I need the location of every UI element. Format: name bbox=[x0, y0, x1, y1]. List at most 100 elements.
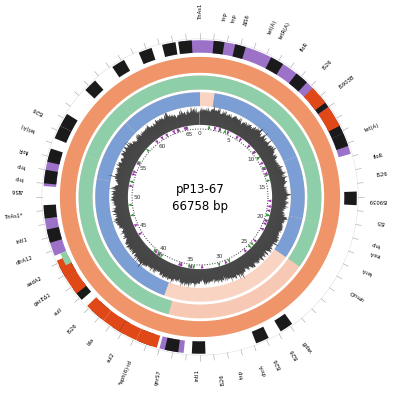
Polygon shape bbox=[138, 232, 143, 236]
Text: 66758 bp: 66758 bp bbox=[172, 200, 228, 213]
Polygon shape bbox=[141, 134, 151, 144]
Polygon shape bbox=[218, 114, 221, 127]
Polygon shape bbox=[115, 208, 129, 210]
Polygon shape bbox=[272, 205, 289, 207]
Polygon shape bbox=[227, 259, 230, 263]
Polygon shape bbox=[145, 130, 154, 141]
Polygon shape bbox=[152, 123, 161, 136]
Polygon shape bbox=[256, 242, 268, 251]
Polygon shape bbox=[122, 227, 134, 232]
Polygon shape bbox=[252, 151, 256, 154]
Polygon shape bbox=[126, 234, 138, 243]
Polygon shape bbox=[217, 113, 221, 127]
Polygon shape bbox=[173, 266, 178, 282]
Polygon shape bbox=[261, 235, 278, 246]
Polygon shape bbox=[128, 237, 140, 244]
Polygon shape bbox=[201, 107, 202, 125]
Polygon shape bbox=[263, 156, 276, 163]
Polygon shape bbox=[270, 216, 285, 221]
Polygon shape bbox=[57, 256, 76, 278]
Polygon shape bbox=[153, 126, 160, 137]
Polygon shape bbox=[204, 269, 205, 286]
Polygon shape bbox=[155, 120, 164, 135]
Polygon shape bbox=[125, 150, 139, 159]
Text: IS5: IS5 bbox=[376, 219, 384, 225]
Polygon shape bbox=[164, 117, 171, 131]
Polygon shape bbox=[116, 175, 130, 179]
Polygon shape bbox=[265, 229, 280, 236]
Polygon shape bbox=[209, 110, 211, 125]
Polygon shape bbox=[123, 230, 136, 237]
Polygon shape bbox=[270, 215, 288, 220]
Polygon shape bbox=[134, 245, 146, 256]
Polygon shape bbox=[123, 226, 134, 230]
Text: 45: 45 bbox=[140, 223, 148, 229]
Polygon shape bbox=[138, 134, 150, 145]
Polygon shape bbox=[256, 156, 260, 160]
Polygon shape bbox=[115, 213, 130, 217]
Polygon shape bbox=[150, 256, 159, 268]
Polygon shape bbox=[117, 167, 132, 173]
Polygon shape bbox=[114, 216, 130, 220]
Polygon shape bbox=[176, 266, 180, 280]
Polygon shape bbox=[175, 266, 180, 281]
Polygon shape bbox=[172, 130, 175, 134]
Polygon shape bbox=[258, 146, 272, 155]
Polygon shape bbox=[59, 260, 76, 278]
Polygon shape bbox=[118, 222, 132, 227]
Polygon shape bbox=[227, 117, 233, 130]
Polygon shape bbox=[136, 137, 148, 148]
Polygon shape bbox=[186, 112, 189, 126]
Polygon shape bbox=[258, 146, 271, 154]
Polygon shape bbox=[252, 151, 256, 154]
Polygon shape bbox=[79, 76, 321, 318]
Polygon shape bbox=[238, 258, 245, 268]
Polygon shape bbox=[112, 194, 128, 195]
Polygon shape bbox=[227, 131, 230, 135]
Polygon shape bbox=[163, 263, 171, 278]
Polygon shape bbox=[164, 262, 170, 277]
Polygon shape bbox=[271, 211, 286, 214]
Polygon shape bbox=[150, 256, 158, 268]
Polygon shape bbox=[127, 233, 138, 239]
Polygon shape bbox=[164, 114, 171, 131]
Polygon shape bbox=[225, 260, 228, 264]
Polygon shape bbox=[254, 138, 267, 150]
Polygon shape bbox=[270, 213, 285, 216]
Polygon shape bbox=[272, 194, 291, 195]
Polygon shape bbox=[144, 130, 154, 142]
Polygon shape bbox=[258, 240, 270, 250]
Polygon shape bbox=[269, 172, 286, 177]
Polygon shape bbox=[271, 180, 285, 183]
Text: 50: 50 bbox=[133, 195, 141, 200]
Polygon shape bbox=[126, 141, 142, 154]
Polygon shape bbox=[110, 199, 128, 200]
Polygon shape bbox=[201, 264, 204, 268]
Polygon shape bbox=[117, 183, 129, 185]
Polygon shape bbox=[252, 246, 264, 257]
Polygon shape bbox=[221, 112, 227, 128]
Polygon shape bbox=[218, 267, 222, 282]
Polygon shape bbox=[215, 108, 220, 126]
Polygon shape bbox=[145, 253, 156, 266]
Polygon shape bbox=[229, 263, 236, 279]
Polygon shape bbox=[231, 118, 238, 132]
Polygon shape bbox=[216, 267, 219, 282]
Polygon shape bbox=[223, 129, 226, 133]
Polygon shape bbox=[43, 40, 357, 354]
Polygon shape bbox=[260, 148, 276, 158]
Polygon shape bbox=[118, 185, 129, 187]
Polygon shape bbox=[111, 194, 128, 195]
Polygon shape bbox=[112, 193, 128, 194]
Polygon shape bbox=[252, 246, 264, 257]
Polygon shape bbox=[247, 145, 250, 149]
Polygon shape bbox=[272, 190, 287, 191]
Polygon shape bbox=[132, 144, 144, 152]
Text: TnAs1*: TnAs1* bbox=[4, 213, 24, 220]
Text: tet(A): tet(A) bbox=[364, 123, 380, 133]
Polygon shape bbox=[222, 114, 228, 128]
Polygon shape bbox=[230, 262, 237, 278]
Polygon shape bbox=[318, 107, 340, 132]
Polygon shape bbox=[236, 136, 239, 140]
Polygon shape bbox=[262, 154, 274, 161]
